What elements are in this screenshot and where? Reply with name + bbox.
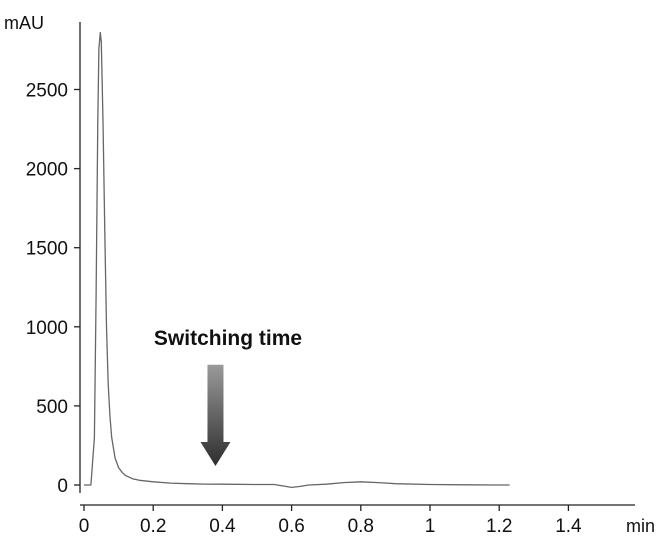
x-tick-label: 0.4 bbox=[209, 516, 236, 537]
y-tick-label: 2500 bbox=[26, 81, 68, 102]
x-tick-label: 0.6 bbox=[278, 516, 304, 537]
y-tick-label: 0 bbox=[57, 476, 68, 497]
x-tick-label: 1 bbox=[425, 516, 436, 537]
y-tick-label: 500 bbox=[36, 397, 68, 418]
y-tick-label: 1500 bbox=[26, 239, 68, 260]
x-tick-label: 1.2 bbox=[486, 516, 512, 537]
x-tick-label: 0 bbox=[79, 516, 90, 537]
x-axis: 0 0.2 0.4 0.6 0.8 1 1.2 1.4 bbox=[79, 504, 635, 537]
chromatogram-trace bbox=[84, 31, 510, 489]
annotation-label: Switching time bbox=[154, 327, 302, 350]
down-arrow-icon bbox=[200, 364, 231, 467]
x-tick-label: 0.2 bbox=[140, 516, 166, 537]
y-axis-unit-label: mAU bbox=[4, 13, 44, 33]
y-tick-label: 2000 bbox=[26, 160, 68, 181]
y-axis: 0 500 1000 1500 2000 2500 bbox=[26, 22, 81, 497]
switching-time-annotation: Switching time bbox=[154, 327, 302, 467]
x-tick-label: 1.4 bbox=[555, 516, 582, 537]
x-axis-unit-label: min bbox=[626, 516, 655, 536]
y-tick-label: 1000 bbox=[26, 318, 68, 339]
x-tick-label: 0.8 bbox=[348, 516, 374, 537]
